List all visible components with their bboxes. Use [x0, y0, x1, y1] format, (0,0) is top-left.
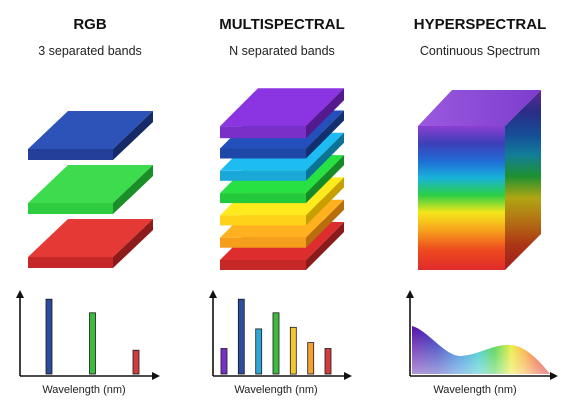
rgb-band-1-side: [113, 165, 153, 214]
multi-band-6: [220, 88, 344, 139]
multi-band-3-front: [220, 193, 306, 204]
rgb-band-0-front: [28, 257, 113, 268]
rgb-bar-0: [45, 298, 53, 375]
multi-bar-6: [324, 348, 332, 375]
multi-band-1-side: [306, 199, 344, 248]
rgb-band-0: [28, 219, 153, 268]
multispectral-band-stack: [220, 88, 344, 270]
multi-bar-0: [220, 348, 228, 375]
multi-band-0-front: [220, 260, 306, 270]
hyperspectral-spectrum-chart: Wavelength (nm): [406, 290, 558, 396]
rgb-band-2-side: [113, 111, 153, 160]
multi-band-6-top: [220, 88, 344, 127]
multi-bar-2: [255, 328, 263, 375]
rgb-spectrum-chart: Wavelength (nm): [16, 290, 160, 396]
multi-band-1-front: [220, 237, 306, 248]
multi-band-4-side: [306, 132, 344, 181]
rgb-x-label: Wavelength (nm): [42, 384, 125, 396]
hypercube-side: [505, 90, 541, 270]
multispectral-subtitle: N separated bands: [229, 44, 335, 58]
multi-band-3-side: [306, 155, 344, 204]
hyperspectral-subtitle: Continuous Spectrum: [419, 44, 541, 58]
multi-band-6-front: [220, 126, 306, 139]
rgb-bar-2: [132, 349, 140, 375]
rgb-band-2: [28, 111, 153, 160]
rgb-band-stack: [28, 111, 153, 268]
multi-bar-3: [272, 312, 280, 375]
multi-band-5-front: [220, 148, 306, 159]
multi-band-2-front: [220, 215, 306, 226]
multi-band-0-side: [306, 222, 344, 270]
rgb-bar-1: [89, 312, 96, 375]
hyper-x-label: Wavelength (nm): [433, 384, 516, 396]
rgb-band-0-side: [113, 219, 153, 268]
multi-bar-4: [289, 326, 297, 375]
rgb-band-1: [28, 165, 153, 214]
multi-band-6-side: [306, 88, 344, 139]
rgb-title: RGB: [73, 16, 107, 33]
rgb-band-2-front: [28, 149, 113, 160]
multispectral-spectrum-chart: Wavelength (nm): [209, 290, 352, 396]
hypercube-top: [418, 90, 541, 126]
multi-x-label: Wavelength (nm): [234, 384, 317, 396]
rgb-band-2-top: [28, 111, 153, 149]
multi-bar-5: [307, 342, 315, 375]
rgb-band-0-top: [28, 219, 153, 257]
multispectral-title: MULTISPECTRAL: [219, 16, 345, 33]
multi-band-4-front: [220, 170, 306, 181]
hyperspectral-cube: [418, 90, 541, 270]
multi-band-2-side: [306, 177, 344, 226]
rgb-subtitle: 3 separated bands: [38, 44, 142, 58]
rgb-band-1-top: [28, 165, 153, 203]
rgb-band-1-front: [28, 203, 113, 214]
multi-band-5-side: [306, 110, 344, 159]
hyperspectral-title: HYPERSPECTRAL: [413, 16, 547, 33]
spectrum-fade: [412, 326, 550, 374]
hypercube-front: [418, 126, 505, 270]
multi-bar-1: [237, 298, 245, 375]
